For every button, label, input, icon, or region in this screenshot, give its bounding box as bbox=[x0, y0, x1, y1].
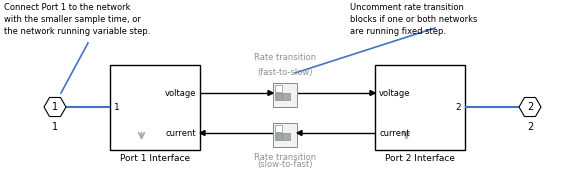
Text: Port 1 Interface: Port 1 Interface bbox=[120, 154, 190, 163]
Text: 1: 1 bbox=[114, 102, 120, 112]
Text: current: current bbox=[165, 129, 196, 137]
Bar bbox=[275, 125, 282, 132]
Text: voltage: voltage bbox=[379, 88, 410, 97]
Polygon shape bbox=[44, 97, 66, 117]
Text: Rate transition: Rate transition bbox=[254, 53, 316, 62]
Bar bbox=[375, 65, 465, 150]
Text: (fast-to-slow): (fast-to-slow) bbox=[258, 68, 313, 77]
Text: Rate transition: Rate transition bbox=[254, 153, 316, 162]
Text: current: current bbox=[379, 129, 410, 137]
Text: 1: 1 bbox=[52, 102, 58, 112]
Text: 2: 2 bbox=[527, 102, 533, 112]
Polygon shape bbox=[268, 90, 273, 95]
Polygon shape bbox=[370, 90, 375, 95]
Bar bbox=[273, 83, 297, 107]
Bar bbox=[275, 133, 282, 140]
Text: 2: 2 bbox=[455, 102, 461, 112]
Polygon shape bbox=[297, 130, 302, 135]
Text: Connect Port 1 to the network
with the smaller sample time, or
the network runni: Connect Port 1 to the network with the s… bbox=[4, 3, 151, 36]
Bar bbox=[275, 85, 282, 92]
Text: Port 2 Interface: Port 2 Interface bbox=[385, 154, 455, 163]
Bar bbox=[273, 123, 297, 147]
Bar bbox=[275, 93, 282, 100]
Text: 1: 1 bbox=[52, 122, 58, 132]
Text: Uncomment rate transition
blocks if one or both networks
are running fixed step.: Uncomment rate transition blocks if one … bbox=[350, 3, 477, 36]
Text: 2: 2 bbox=[527, 122, 533, 132]
Bar bbox=[110, 65, 200, 150]
Bar bbox=[283, 133, 290, 140]
Polygon shape bbox=[519, 97, 541, 117]
Text: (slow-to-fast): (slow-to-fast) bbox=[258, 160, 313, 169]
Text: voltage: voltage bbox=[165, 88, 196, 97]
Polygon shape bbox=[200, 130, 205, 135]
Bar bbox=[283, 93, 290, 100]
